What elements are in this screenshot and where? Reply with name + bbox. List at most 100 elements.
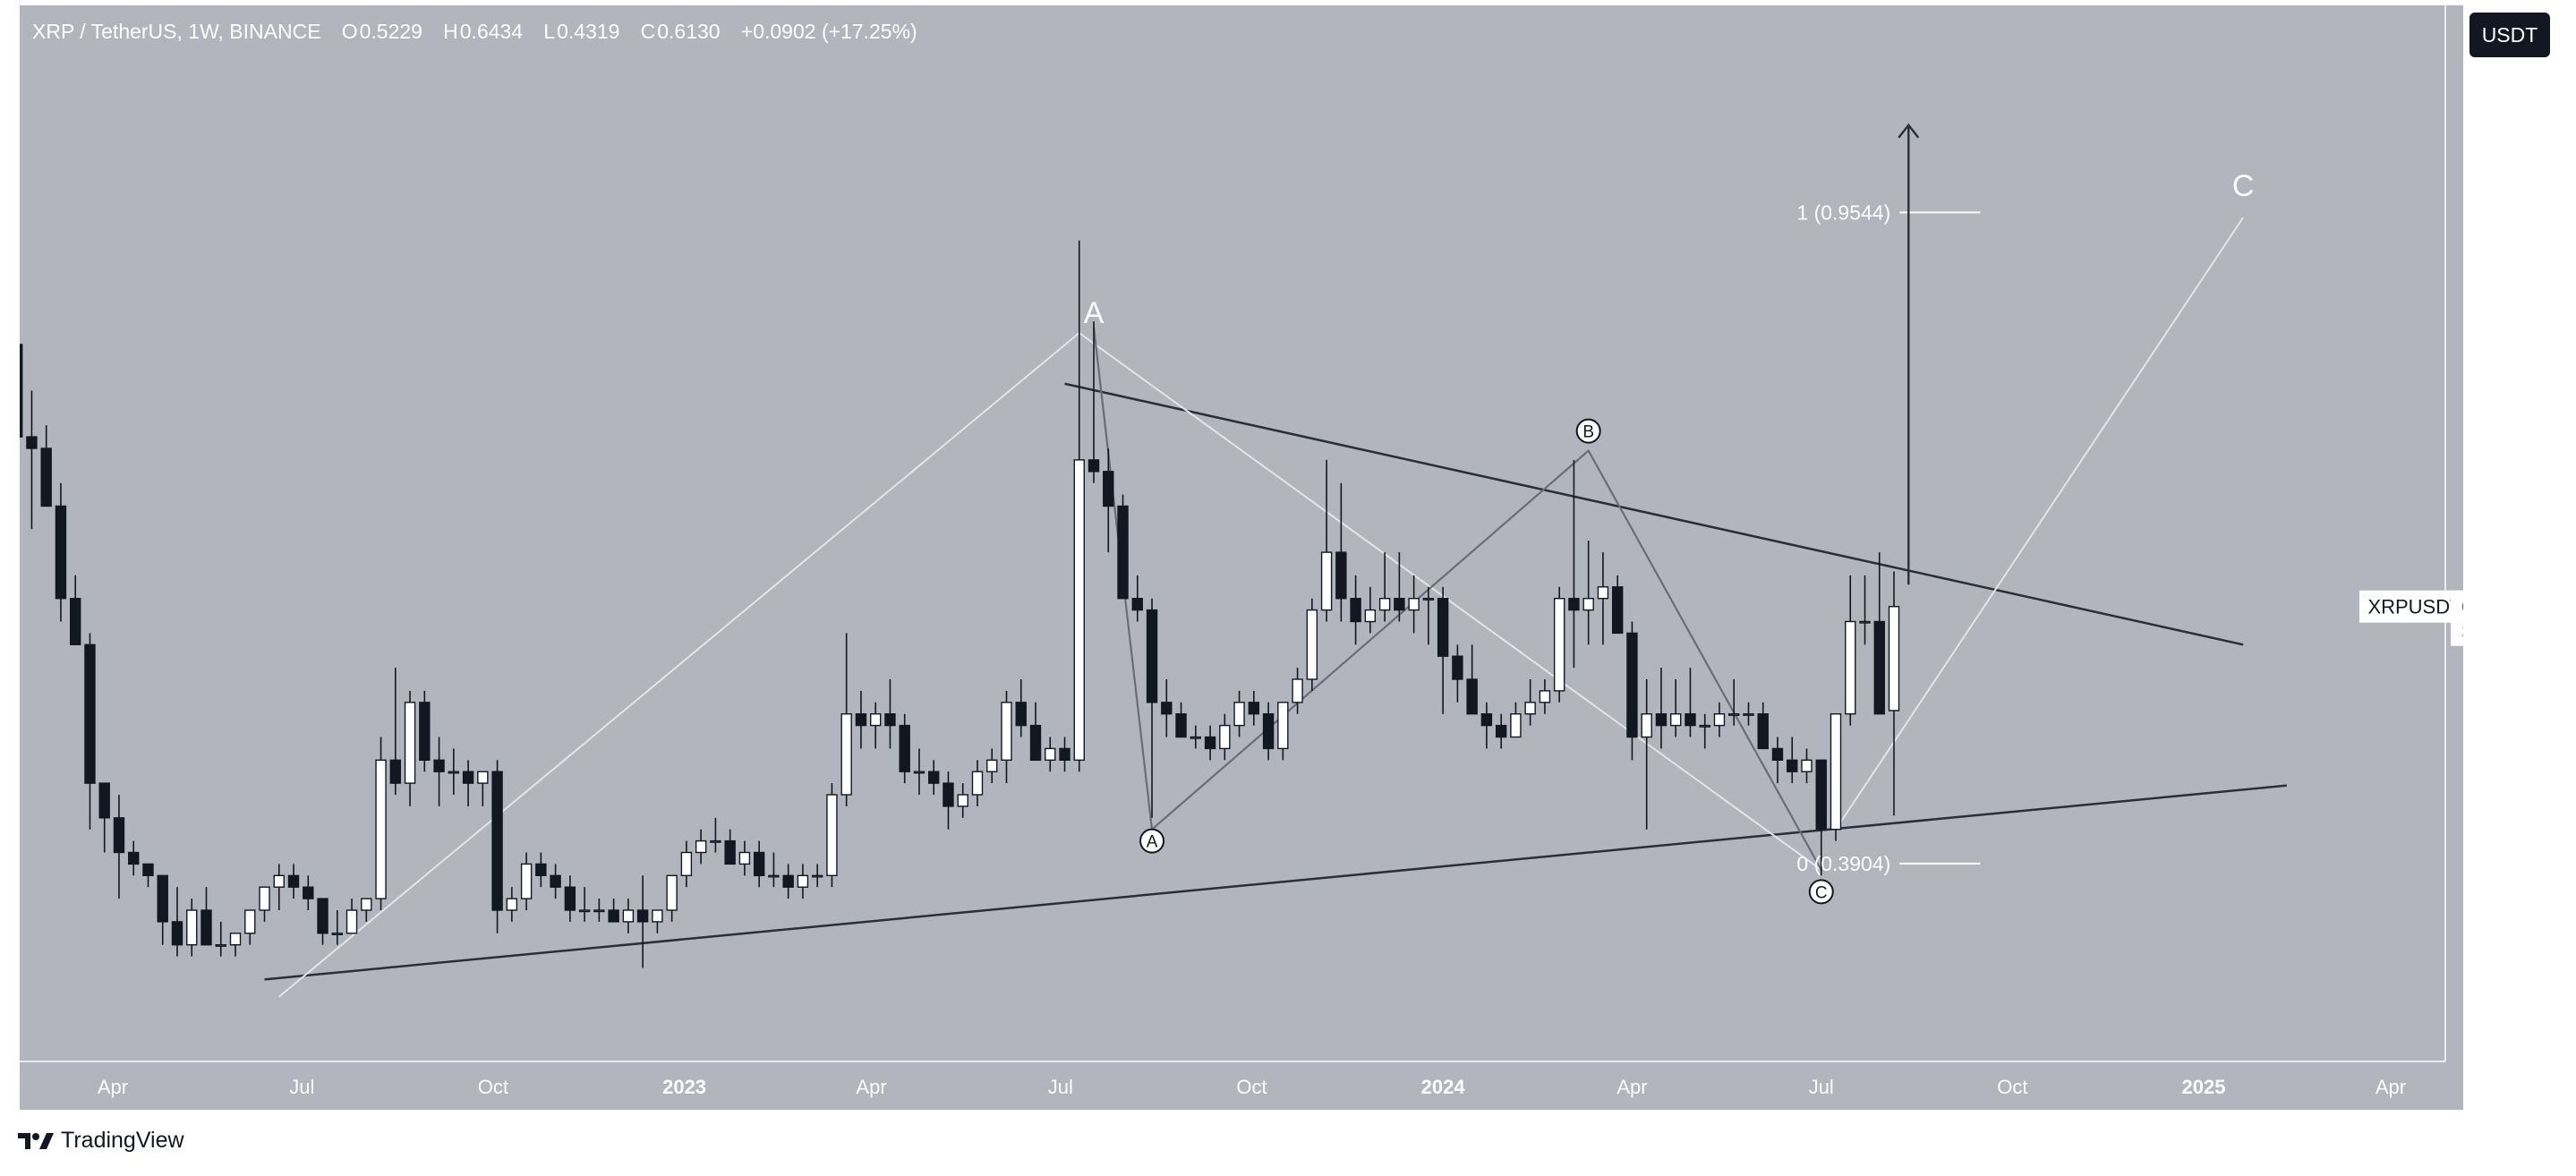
- candle-body: [840, 713, 852, 796]
- candle-body: [1888, 606, 1900, 712]
- candle-body: [1161, 702, 1173, 715]
- wave-label-circle: [1139, 828, 1165, 854]
- candle-body: [782, 874, 794, 888]
- candle-body: [652, 909, 663, 923]
- x-tick-label: Oct: [1997, 1076, 2027, 1098]
- open-value: 0.5229: [359, 20, 422, 43]
- candle-body: [1088, 459, 1100, 473]
- candle-body: [186, 909, 198, 946]
- wave-line: [278, 332, 1080, 998]
- currency-button[interactable]: USDT: [2469, 13, 2550, 57]
- tradingview-logo[interactable]: TradingView: [18, 1128, 184, 1154]
- candle-body: [1335, 551, 1347, 600]
- x-tick-label: Apr: [2376, 1076, 2406, 1098]
- candle-body: [1539, 690, 1551, 703]
- candle-body: [375, 759, 387, 899]
- candle-body: [695, 839, 707, 854]
- candle-body: [1364, 609, 1377, 623]
- candle-body: [1713, 713, 1726, 727]
- candle-body: [1408, 598, 1420, 611]
- x-tick-label: 2024: [1421, 1076, 1466, 1098]
- candle-body: [1873, 620, 1885, 715]
- candle-body: [98, 782, 110, 819]
- low-label: L: [543, 20, 556, 43]
- candle-body: [1568, 598, 1580, 611]
- candle-body: [1001, 702, 1012, 761]
- candle-body: [1015, 702, 1027, 727]
- fib-level-label: 1 (0.9544): [1796, 200, 1890, 224]
- x-tick-label: Oct: [1236, 1076, 1267, 1098]
- chart-area[interactable]: 1.05001.00000.95000.90000.85000.80000.75…: [20, 5, 2463, 1110]
- price-chart[interactable]: 1.05001.00000.95000.90000.85000.80000.75…: [20, 5, 2463, 1110]
- candle-body: [1146, 609, 1158, 703]
- candle-body: [928, 771, 940, 784]
- candle-body: [1685, 713, 1696, 727]
- candle-body: [1117, 505, 1129, 600]
- candle-body: [287, 874, 300, 888]
- wave-label-circle: [1575, 418, 1601, 444]
- candle-body: [331, 933, 343, 936]
- candle-body: [1743, 713, 1754, 716]
- symbol-title[interactable]: XRP / TetherUS, 1W, BINANCE: [32, 20, 321, 43]
- candle-body: [826, 794, 838, 877]
- candle-body: [1045, 747, 1056, 762]
- candle-body: [884, 713, 896, 727]
- candle-body: [622, 909, 635, 923]
- candle-body: [550, 874, 561, 888]
- candle-body: [1582, 598, 1594, 611]
- x-tick-label: 2023: [662, 1076, 706, 1098]
- candle-body: [20, 344, 23, 438]
- candle-body: [1248, 702, 1260, 715]
- candle-body: [1466, 678, 1478, 715]
- candle-body: [768, 874, 780, 878]
- tradingview-icon: [18, 1132, 54, 1149]
- candle-body: [1204, 736, 1216, 750]
- price-tag-symbol: XRPUSDT: [2367, 596, 2461, 618]
- candle-body: [1510, 713, 1522, 738]
- candle-body: [1320, 551, 1333, 611]
- candle-body: [477, 771, 489, 784]
- candle-body: [1771, 747, 1784, 762]
- trendline: [1064, 382, 2244, 646]
- candle-body: [520, 863, 533, 899]
- candle-body: [70, 598, 81, 646]
- candle-body: [957, 794, 968, 807]
- chart-legend: XRP / TetherUS, 1W, BINANCE O0.5229 H0.6…: [32, 20, 919, 44]
- candle-body: [1292, 678, 1303, 703]
- x-tick-label: Oct: [478, 1076, 508, 1098]
- x-tick-label: Apr: [856, 1076, 886, 1098]
- candle-body: [1103, 471, 1114, 507]
- candle-body: [1728, 713, 1740, 716]
- candle-body: [273, 874, 285, 888]
- candle-body: [1306, 609, 1318, 680]
- candle-body: [244, 909, 256, 934]
- x-tick-label: Jul: [1809, 1076, 1834, 1098]
- trendline: [264, 784, 2288, 981]
- candle-body: [1626, 632, 1638, 738]
- candle-body: [1845, 620, 1856, 715]
- tradingview-brand: TradingView: [61, 1128, 184, 1153]
- price-tag-price: 0.6130: [2461, 596, 2463, 618]
- x-tick-label: Jul: [289, 1076, 314, 1098]
- candle-body: [200, 909, 212, 946]
- candle-body: [1859, 620, 1871, 624]
- candle-body: [738, 851, 751, 865]
- candle-body: [1611, 586, 1624, 635]
- wave-line: [1079, 332, 1822, 871]
- candle-body: [1815, 759, 1827, 831]
- x-tick-label: 2025: [2182, 1076, 2226, 1098]
- candle-body: [753, 851, 765, 876]
- candle-body: [26, 436, 38, 449]
- candle-body: [1131, 598, 1143, 611]
- candle-body: [215, 943, 226, 947]
- close-label: C: [640, 20, 656, 43]
- candle-body: [1394, 598, 1405, 611]
- candle-body: [389, 759, 402, 784]
- price-tag-countdown: 3d 14h: [2461, 621, 2463, 643]
- candle-body: [1378, 598, 1391, 611]
- candle-body: [1655, 713, 1668, 727]
- wave-label-circle: [1808, 879, 1834, 905]
- candle-body: [811, 874, 823, 878]
- candle-body: [1059, 747, 1070, 762]
- candle-body: [608, 909, 619, 923]
